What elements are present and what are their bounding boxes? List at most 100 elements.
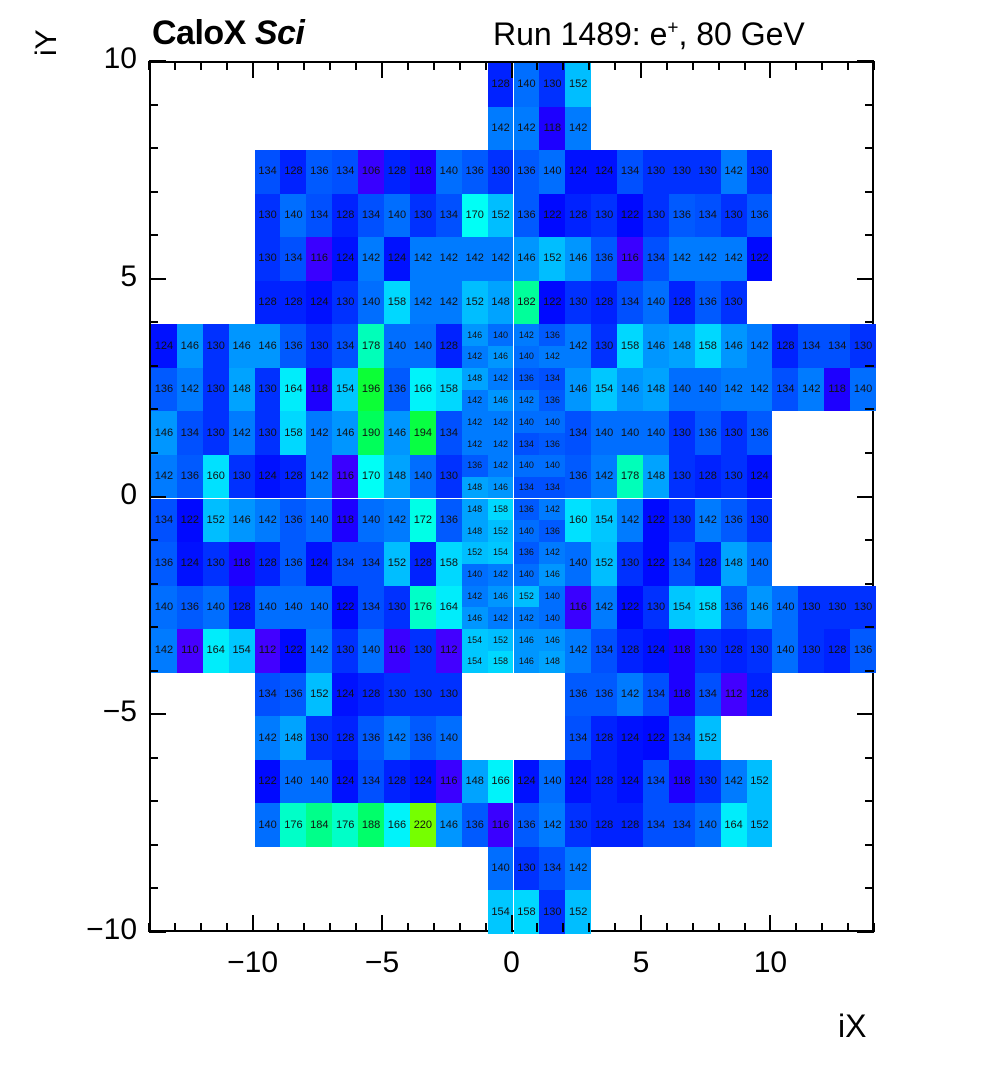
x-tick-label: −10 — [227, 946, 278, 979]
heatmap-cell: 146 — [176, 324, 203, 368]
heatmap-cell-value: 142 — [493, 460, 509, 471]
heatmap-cell-value: 142 — [750, 339, 769, 352]
heatmap-cell-value: 140 — [284, 775, 303, 788]
axis-tick — [149, 364, 158, 367]
heatmap-cell: 128 — [720, 629, 747, 673]
heatmap-cell: 124 — [332, 759, 359, 804]
heatmap-cell: 134 — [668, 803, 695, 847]
heatmap-cell-value: 136 — [594, 252, 614, 265]
heatmap-cell: 142 — [591, 585, 618, 630]
heatmap-cell: 122 — [332, 585, 359, 630]
heatmap-cell-value: 130 — [258, 426, 277, 439]
heatmap-cell: 136 — [306, 150, 333, 194]
heatmap-cell: 118 — [668, 672, 695, 717]
heatmap-cell: 134 — [694, 193, 721, 238]
heatmap-cell: 146 — [228, 498, 255, 543]
heatmap-cell: 130 — [642, 585, 669, 630]
heatmap-cell-value: 130 — [827, 600, 847, 613]
heatmap-cell-value: 142 — [543, 818, 562, 831]
heatmap-cell: 164 — [280, 367, 307, 412]
heatmap-cell: 142 — [228, 411, 255, 455]
heatmap-cell: 152 — [487, 520, 514, 543]
axis-tick — [865, 800, 874, 803]
heatmap-cell-value: 142 — [232, 426, 251, 439]
heatmap-cell-value: 160 — [206, 470, 225, 483]
heatmap-cell-value: 140 — [467, 569, 483, 580]
heatmap-cell-value: 130 — [387, 600, 407, 613]
heatmap-cell: 130 — [332, 629, 359, 673]
heatmap-cell-value: 154 — [491, 905, 510, 918]
heatmap-cell: 130 — [591, 193, 618, 238]
heatmap-cell: 140 — [772, 629, 799, 673]
heatmap-cell: 130 — [409, 672, 436, 717]
heatmap-cell-value: 142 — [413, 252, 433, 265]
heatmap-cell: 134 — [176, 411, 203, 455]
heatmap-cell: 152 — [565, 890, 592, 934]
heatmap-cell: 124 — [565, 759, 592, 804]
heatmap-cell-value: 194 — [413, 426, 433, 439]
heatmap-cell: 142 — [798, 367, 825, 412]
heatmap-cell: 128 — [384, 150, 410, 194]
heatmap-cell-value: 142 — [154, 470, 174, 483]
heatmap-cell-value: 130 — [698, 644, 717, 657]
heatmap-cell-value: 130 — [543, 905, 562, 918]
heatmap-cell: 130 — [254, 193, 281, 238]
heatmap-cell: 122 — [539, 193, 566, 238]
heatmap-cell-value: 140 — [543, 165, 562, 178]
heatmap-cell: 136 — [565, 454, 592, 499]
heatmap-cell-value: 128 — [491, 78, 510, 91]
heatmap-cell-value: 128 — [284, 165, 303, 178]
heatmap-cell-value: 134 — [439, 208, 458, 221]
heatmap-cell-value: 112 — [439, 644, 458, 657]
heatmap-cell: 134 — [332, 324, 359, 368]
heatmap-cell-value: 130 — [802, 644, 821, 657]
axis-tick — [865, 539, 874, 542]
heatmap-cell-value: 142 — [310, 426, 329, 439]
heatmap-cell: 154 — [332, 367, 359, 412]
heatmap-cell: 130 — [539, 63, 566, 107]
axis-tick — [536, 61, 539, 70]
heatmap-cell: 146 — [539, 629, 566, 651]
heatmap-cell-value: 142 — [467, 395, 483, 405]
axis-tick — [865, 364, 874, 367]
heatmap-cell: 142 — [435, 280, 462, 325]
heatmap-cell-value: 130 — [853, 600, 873, 613]
heatmap-cell-value: 142 — [594, 600, 614, 613]
heatmap-cell: 140 — [384, 193, 410, 238]
heatmap-cell: 124 — [306, 542, 333, 586]
heatmap-cell: 154 — [487, 890, 514, 934]
heatmap-cell-value: 146 — [493, 482, 509, 493]
heatmap-cell-value: 136 — [750, 208, 769, 221]
heatmap-cell-value: 130 — [206, 426, 225, 439]
heatmap-cell: 196 — [358, 367, 385, 412]
heatmap-cell: 142 — [384, 498, 410, 543]
heatmap-cell: 142 — [461, 433, 488, 455]
heatmap-cell: 136 — [513, 150, 540, 194]
heatmap-cell-value: 124 — [750, 470, 769, 483]
heatmap-cell-value: 134 — [802, 339, 821, 352]
heatmap-cell-value: 146 — [517, 252, 536, 265]
heatmap-cell: 140 — [306, 759, 333, 804]
heatmap-cell: 136 — [435, 498, 462, 543]
heatmap-cell-value: 130 — [569, 818, 588, 831]
heatmap-cell-value: 136 — [518, 373, 534, 384]
heatmap-cell-value: 136 — [517, 208, 536, 221]
heatmap-cell: 134 — [565, 716, 592, 760]
heatmap-cell-value: 182 — [517, 296, 536, 309]
heatmap-cell: 130 — [254, 367, 281, 412]
heatmap-cell-value: 130 — [750, 644, 769, 657]
heatmap-cell: 146 — [228, 324, 255, 368]
heatmap-cell: 146 — [720, 324, 747, 368]
heatmap-cell-value: 118 — [673, 775, 691, 788]
heatmap-cell: 112 — [435, 629, 462, 673]
heatmap-cell-value: 136 — [569, 470, 588, 483]
axis-tick — [149, 669, 158, 672]
heatmap-cell: 146 — [513, 650, 540, 673]
heatmap-cell: 152 — [746, 803, 773, 847]
heatmap-cell-value: 134 — [336, 339, 355, 352]
heatmap-cell-value: 140 — [491, 862, 510, 875]
heatmap-cell: 136 — [539, 520, 566, 543]
heatmap-cell: 134 — [513, 476, 540, 499]
heatmap-cell: 124 — [176, 542, 203, 586]
heatmap-cell: 152 — [384, 542, 410, 586]
